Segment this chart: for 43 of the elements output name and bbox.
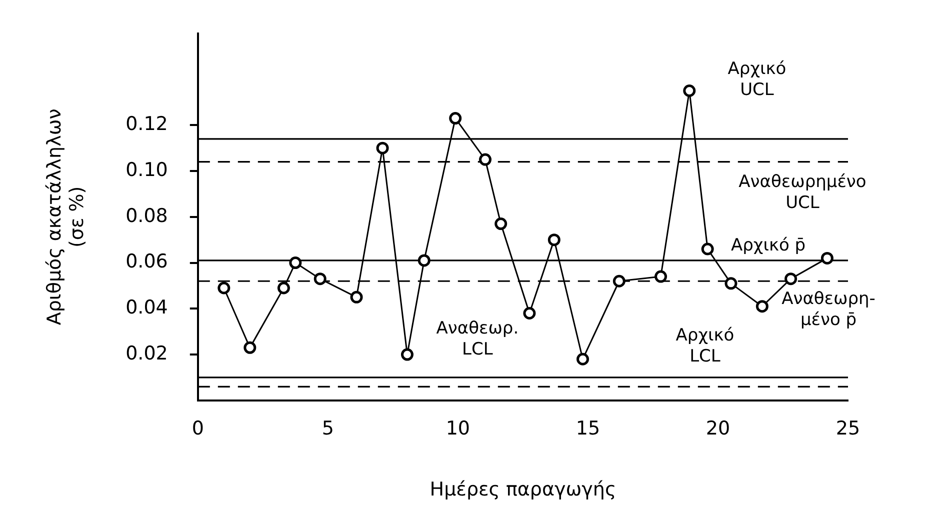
y-tick-label: 0.08 — [126, 204, 168, 227]
x-tick-label: 15 — [576, 418, 600, 440]
y-tick-label: 0.02 — [126, 342, 168, 364]
point — [376, 142, 389, 154]
ref-line-label: Αναθεωρ. LCL — [436, 318, 519, 360]
point — [449, 112, 462, 125]
y-tick-label: 0.10 — [126, 158, 168, 181]
y-tick-label: 0.06 — [126, 250, 168, 273]
point — [701, 242, 714, 256]
point — [350, 290, 363, 304]
point — [314, 272, 326, 286]
y-axis-title: Αριθμός ακατάλληλων (σε %) — [43, 108, 88, 326]
point — [478, 153, 492, 166]
ref-line-label: Αναθεωρημένο UCL — [738, 172, 866, 213]
point — [289, 256, 302, 270]
x-tick-label: 20 — [706, 418, 730, 440]
point — [612, 274, 626, 288]
point — [244, 341, 256, 354]
point — [654, 270, 668, 283]
point — [523, 306, 536, 320]
point — [400, 348, 414, 361]
x-tick-label: 5 — [322, 418, 334, 440]
point — [820, 252, 834, 264]
point — [218, 282, 230, 294]
y-tick-label: 0.04 — [126, 296, 168, 319]
x-tick-label: 10 — [446, 418, 470, 440]
ref-line-label: Αναθεωρη- μένο p̄ — [782, 289, 876, 330]
y-tick-label: 0.12 — [126, 113, 168, 136]
point — [548, 234, 560, 246]
point — [418, 254, 430, 267]
point — [756, 300, 768, 313]
point — [724, 277, 738, 290]
ref-line-label: Αρχικό UCL — [728, 58, 786, 100]
x-axis-title: Ημέρες παραγωγής — [430, 478, 616, 501]
point — [576, 352, 590, 366]
point — [683, 84, 696, 97]
x-tick-label: 25 — [836, 418, 860, 440]
ref-line-label: Αρχικό p̄ — [730, 235, 806, 256]
point — [784, 272, 798, 286]
point — [494, 218, 508, 230]
point — [277, 282, 290, 294]
x-tick-label: 0 — [192, 418, 204, 440]
ref-line-label: Αρχικό LCL — [676, 325, 734, 366]
